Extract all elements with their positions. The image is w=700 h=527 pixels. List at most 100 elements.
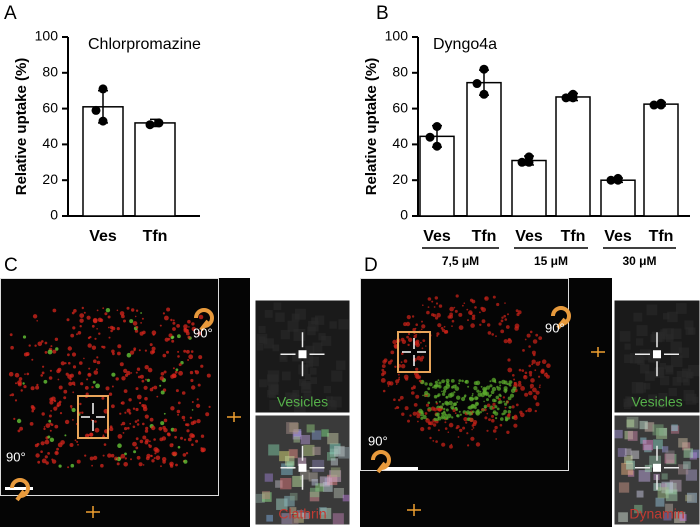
signal-dot [14, 399, 18, 402]
signal-dot [461, 379, 464, 383]
signal-dot [499, 394, 502, 398]
signal-dot [437, 429, 440, 432]
bar [466, 81, 502, 217]
signal-dot [160, 390, 165, 395]
signal-dot [159, 324, 162, 327]
pixel [640, 364, 650, 374]
data-point [154, 118, 164, 128]
signal-dot [117, 344, 122, 349]
pixel [670, 328, 682, 340]
signal-dot [181, 415, 186, 420]
signal-dot [195, 439, 199, 443]
signal-dot [441, 402, 445, 406]
signal-dot [133, 450, 137, 454]
pixel [634, 504, 643, 514]
signal-dot [409, 414, 412, 417]
pixel [284, 495, 295, 507]
signal-dot [458, 379, 462, 382]
signal-dot [494, 411, 499, 416]
signal-dot [50, 345, 53, 348]
pixel [302, 512, 310, 520]
pixel [665, 366, 674, 375]
signal-dot [130, 350, 135, 355]
signal-dot [10, 345, 14, 350]
signal-dot [151, 330, 157, 336]
signal-dot [486, 398, 489, 402]
pixel [669, 479, 682, 492]
signal-dot [535, 402, 540, 407]
signal-dot [23, 352, 28, 357]
panel-label: A [4, 3, 17, 24]
signal-dot [135, 309, 139, 312]
rotation-arrow [194, 308, 214, 332]
signal-dot [140, 312, 143, 314]
signal-dot [492, 429, 497, 433]
pixel [639, 420, 648, 430]
signal-dot [172, 321, 176, 325]
x-tick-label: Ves [515, 228, 543, 245]
signal-dot [56, 404, 60, 408]
signal-dot [36, 383, 39, 386]
signal-dot [507, 396, 512, 401]
signal-dot [427, 297, 432, 301]
signal-dot [72, 391, 75, 394]
signal-dot [469, 417, 474, 423]
signal-dot [445, 378, 450, 383]
y-tick-label: 40 [392, 135, 408, 151]
crosshair [635, 445, 679, 490]
signal-dot [469, 298, 474, 302]
signal-dot [119, 362, 124, 367]
signal-dot [454, 384, 457, 387]
signal-dot [160, 372, 165, 376]
pixel [322, 482, 333, 492]
signal-dot [495, 395, 500, 400]
signal-dot [529, 383, 535, 388]
signal-dot [514, 326, 519, 331]
signal-dot [502, 396, 506, 399]
signal-dot [149, 343, 153, 347]
signal-dot [432, 423, 437, 427]
signal-dot [488, 418, 491, 421]
signal-dot [456, 401, 459, 403]
signal-dot [436, 312, 441, 318]
signal-dot [470, 312, 473, 315]
orth-marker [227, 412, 241, 422]
signal-dot [486, 403, 491, 408]
pixel [626, 419, 635, 428]
signal-dot [107, 453, 112, 458]
y-tick-label: 20 [392, 171, 408, 187]
signal-dot [145, 378, 147, 381]
signal-dot [507, 382, 511, 386]
signal-dot [64, 419, 70, 425]
signal-dot [13, 417, 16, 420]
signal-dot [398, 376, 401, 379]
pixel [292, 352, 302, 362]
signal-dot [91, 324, 95, 328]
signal-dot [69, 378, 72, 381]
signal-dot [119, 311, 125, 316]
signal-dot [136, 455, 141, 460]
signal-dot [69, 443, 74, 447]
signal-dot [31, 409, 34, 413]
signal-dot [513, 378, 516, 381]
signal-dot [513, 415, 518, 421]
signal-dot [9, 394, 12, 397]
signal-dot [515, 403, 519, 407]
signal-dot [507, 413, 511, 416]
signal-dot [387, 360, 392, 365]
signal-dot [434, 296, 438, 300]
signal-dot [187, 319, 191, 324]
signal-dot [11, 393, 15, 397]
pixel [289, 507, 297, 514]
signal-dot [143, 385, 148, 390]
pixel [662, 313, 670, 320]
signal-dot [149, 440, 151, 443]
signal-dot [138, 462, 143, 467]
signal-dot [470, 436, 475, 441]
pixel [685, 393, 697, 405]
signal-dot [456, 425, 460, 429]
signal-dot [188, 354, 194, 360]
rotation-arrow [10, 478, 30, 502]
signal-dot [147, 367, 153, 373]
